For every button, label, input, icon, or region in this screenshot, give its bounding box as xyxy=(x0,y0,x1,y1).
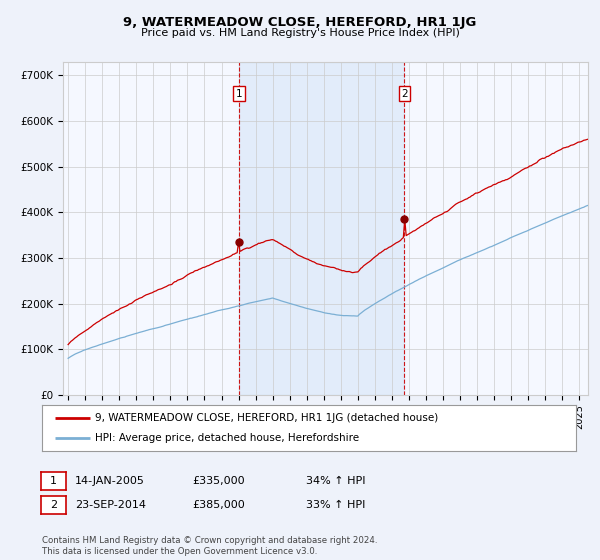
Bar xyxy=(239,62,404,395)
Text: HPI: Average price, detached house, Herefordshire: HPI: Average price, detached house, Here… xyxy=(95,433,359,443)
Text: 14-JAN-2005: 14-JAN-2005 xyxy=(75,476,145,486)
Text: £385,000: £385,000 xyxy=(192,500,245,510)
Text: 23-SEP-2014: 23-SEP-2014 xyxy=(75,500,146,510)
Text: 2: 2 xyxy=(50,500,57,510)
Text: 1: 1 xyxy=(236,88,242,99)
Text: Contains HM Land Registry data © Crown copyright and database right 2024.
This d: Contains HM Land Registry data © Crown c… xyxy=(42,536,377,556)
Text: Price paid vs. HM Land Registry's House Price Index (HPI): Price paid vs. HM Land Registry's House … xyxy=(140,28,460,38)
Text: 9, WATERMEADOW CLOSE, HEREFORD, HR1 1JG (detached house): 9, WATERMEADOW CLOSE, HEREFORD, HR1 1JG … xyxy=(95,413,439,423)
Text: 1: 1 xyxy=(50,476,57,486)
Text: 34% ↑ HPI: 34% ↑ HPI xyxy=(306,476,365,486)
Text: £335,000: £335,000 xyxy=(192,476,245,486)
Text: 33% ↑ HPI: 33% ↑ HPI xyxy=(306,500,365,510)
Text: 2: 2 xyxy=(401,88,408,99)
Text: 9, WATERMEADOW CLOSE, HEREFORD, HR1 1JG: 9, WATERMEADOW CLOSE, HEREFORD, HR1 1JG xyxy=(124,16,476,29)
